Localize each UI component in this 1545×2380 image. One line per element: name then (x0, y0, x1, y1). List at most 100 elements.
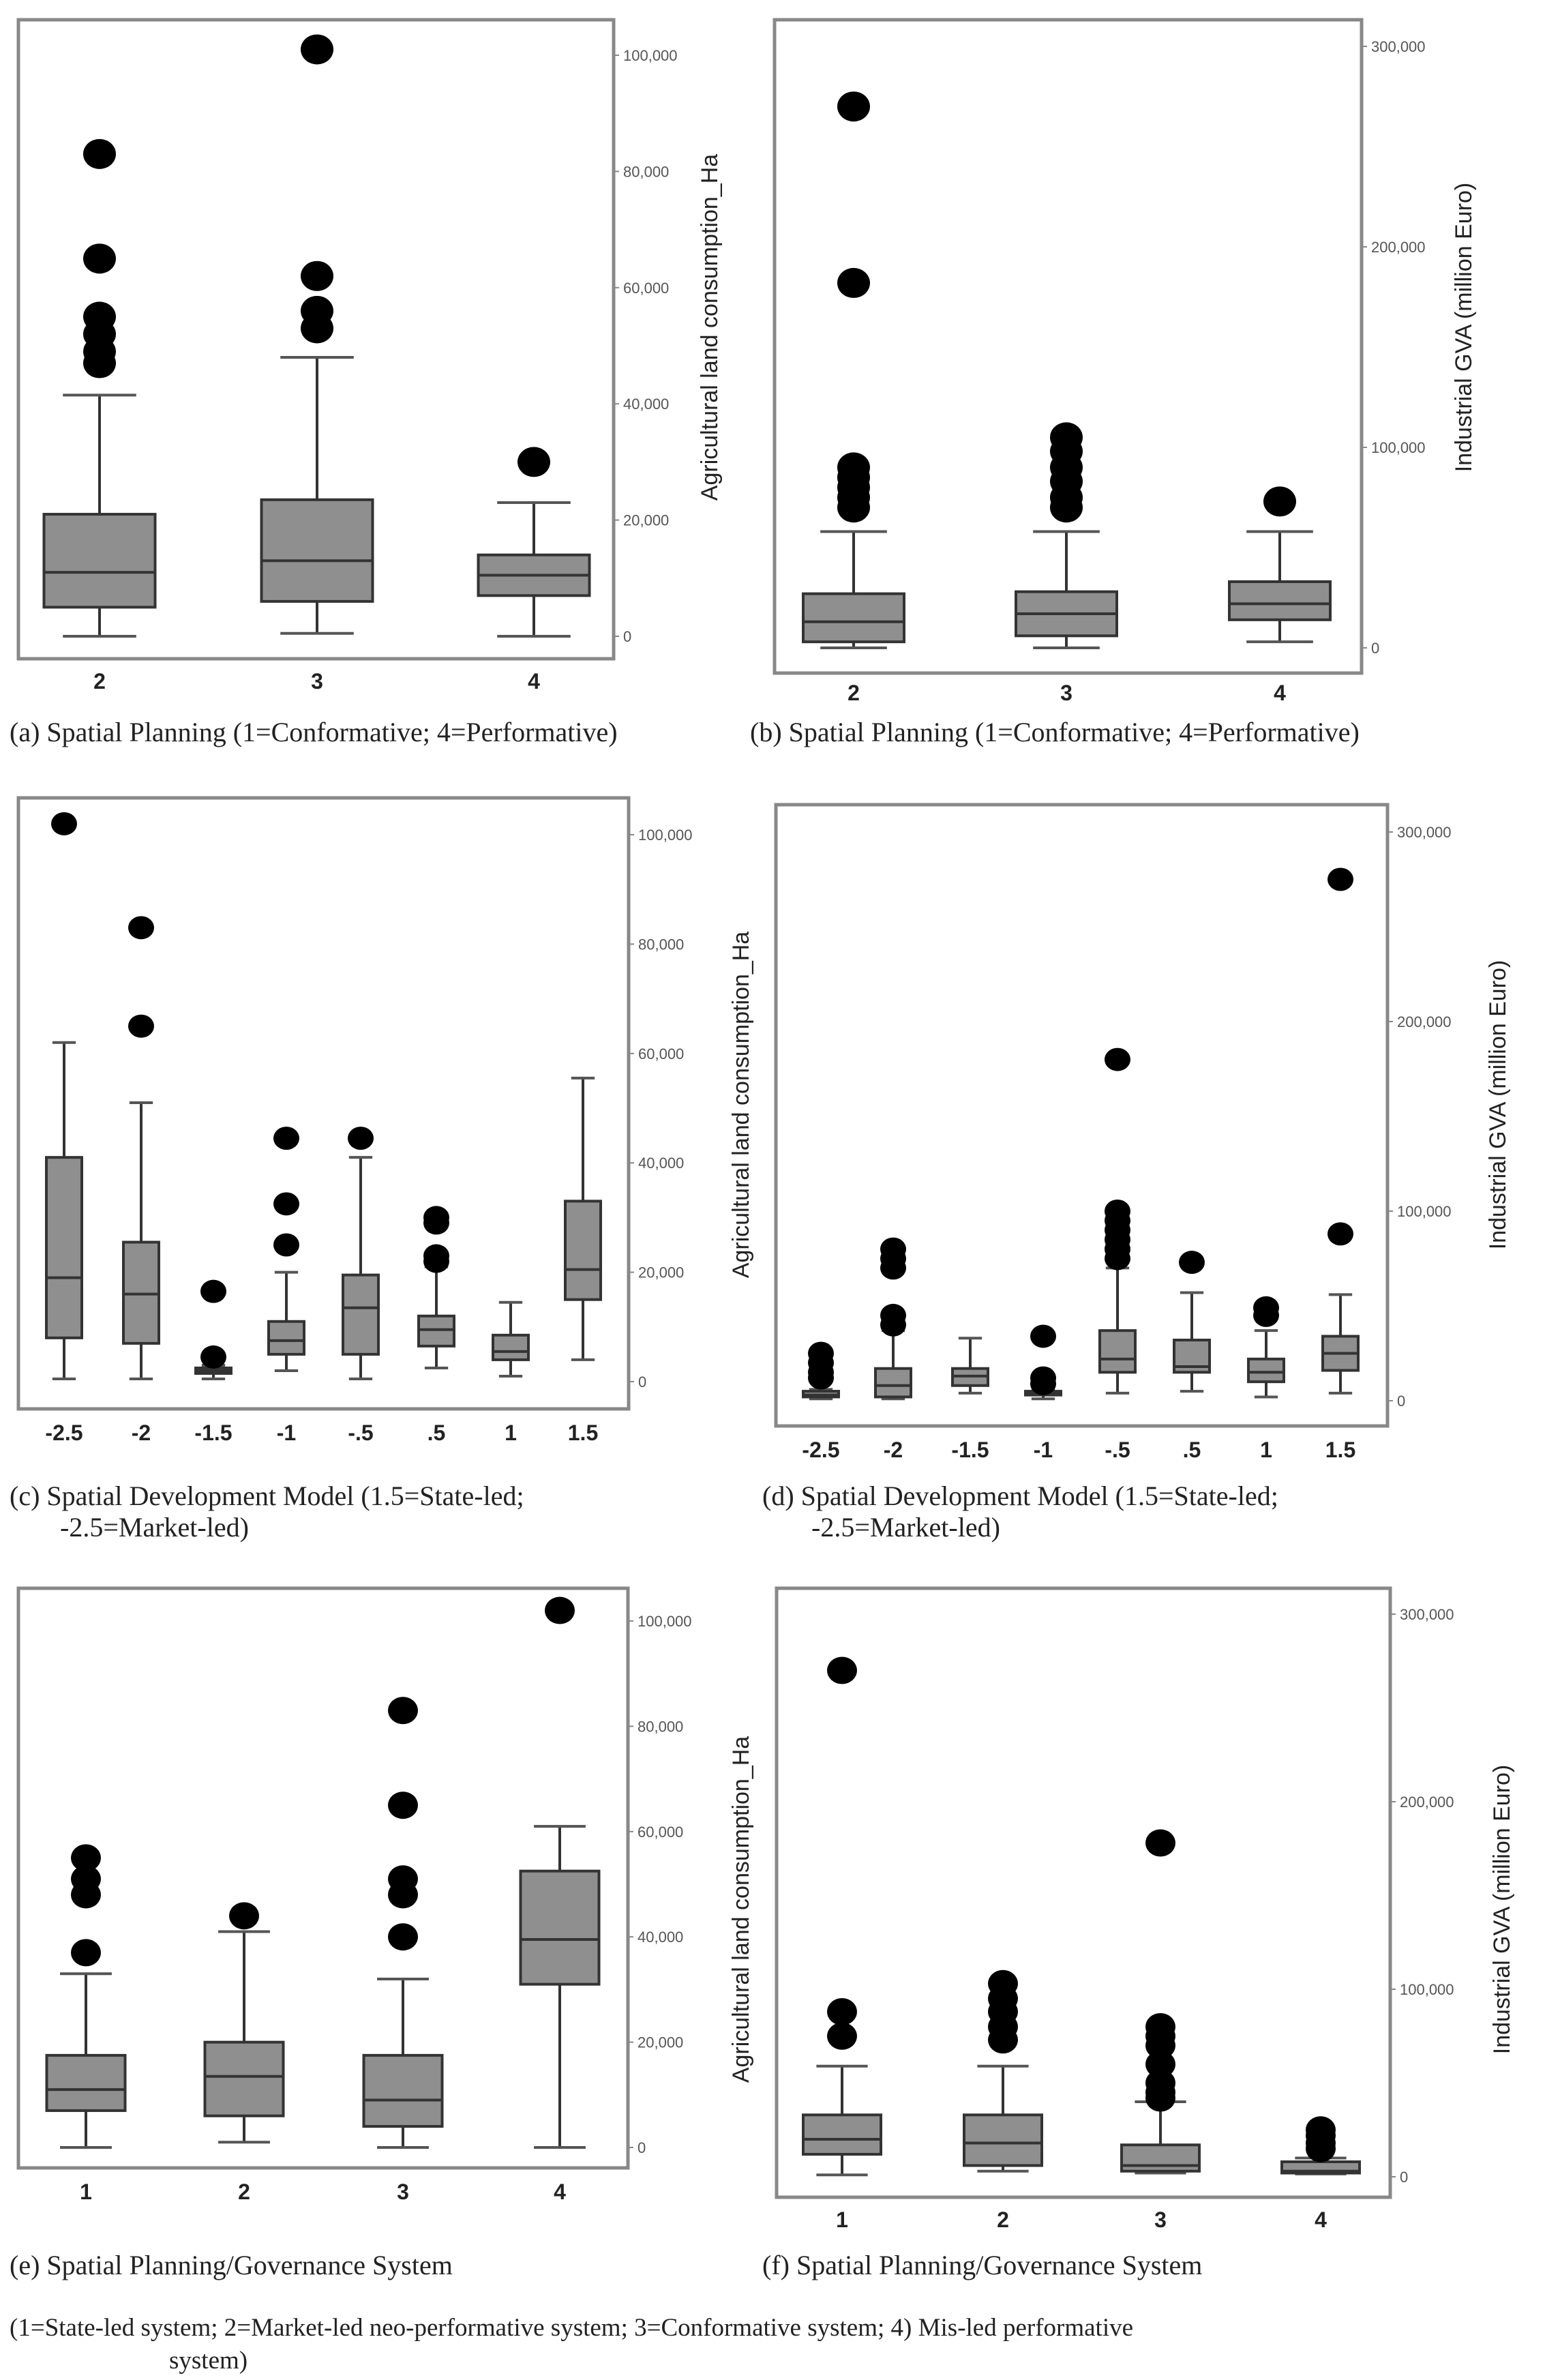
outlier-point (880, 1256, 906, 1280)
outlier-point (1328, 867, 1353, 891)
plot-frame (774, 803, 1390, 1428)
plot-frame (16, 796, 631, 1411)
y-tick-label: 80,000 (638, 1718, 683, 1735)
iqr-box (802, 2113, 882, 2156)
y-tick-label: 100,000 (1397, 1203, 1452, 1220)
outlier-point (71, 1939, 101, 1967)
outlier-point (545, 1596, 575, 1624)
box-4 (1280, 2116, 1361, 2175)
outlier-point (423, 1249, 449, 1273)
y-tick-label: 100,000 (1400, 1981, 1454, 1998)
box-4 (1228, 486, 1332, 644)
iqr-box (45, 2053, 127, 2112)
outlier-point (200, 1345, 226, 1369)
outlier-point (301, 313, 333, 344)
plot-frame (16, 1586, 630, 2170)
iqr-box (362, 2053, 444, 2128)
x-category-label: 4 (1315, 2207, 1327, 2232)
outlier-point (83, 243, 116, 274)
y-tick-label: 80,000 (623, 163, 669, 180)
y-tick-label: 0 (1371, 640, 1379, 657)
box-1 (802, 1656, 882, 2177)
box--2.5 (802, 1341, 840, 1401)
iqr-box (1098, 1329, 1137, 1374)
iqr-box (417, 1314, 455, 1348)
y-axis-label: Industrial GVA (million Euro) (1485, 960, 1511, 1250)
outlier-point (1253, 1303, 1279, 1327)
boxplot-panel-d: 0 100,000 200,000 300,000 Industrial GVA (mi… (774, 803, 1511, 1462)
outlier-point (1105, 1047, 1130, 1071)
outlier-point (880, 1313, 906, 1337)
iqr-box (45, 1156, 83, 1339)
outlier-point (83, 348, 116, 378)
y-axis-label: Agricultural land consumption_Ha (728, 932, 754, 1278)
outlier-point (1263, 486, 1296, 517)
outlier-point (128, 1014, 154, 1038)
outlier-point (388, 1881, 418, 1909)
x-category-label: .5 (1183, 1438, 1201, 1462)
box--2 (874, 1237, 912, 1401)
caption-a: (a) Spatial Planning (1=Conformative; 4=… (10, 717, 618, 747)
box-1 (1247, 1296, 1285, 1399)
boxplot-panel-c: 0 20,000 40,000 60,000 80,000 100,000 Agricult… (16, 796, 754, 1445)
y-axis-label: Agricultural land consumption_Ha (728, 1736, 754, 2083)
iqr-box (492, 1333, 530, 1361)
box-.5 (417, 1206, 455, 1369)
box-2 (802, 91, 905, 649)
x-category-label: 2 (238, 2180, 250, 2204)
outlier-point (229, 1902, 259, 1930)
x-category-label: 1 (505, 1420, 517, 1445)
outlier-point (1328, 1222, 1353, 1246)
box--1.5 (194, 1279, 232, 1380)
boxplot-panel-f: 0 100,000 200,000 300,000 Industrial GVA (mi… (775, 1586, 1515, 2232)
iqr-box (564, 1200, 602, 1301)
y-axis-label: Agricultural land consumption_Ha (697, 154, 723, 501)
outlier-point (273, 1127, 299, 1150)
box-2 (963, 1969, 1043, 2173)
boxplot-panel-e: 0 20,000 40,000 60,000 80,000 100,000 Agricult… (16, 1586, 754, 2204)
outlier-point (301, 261, 333, 291)
y-tick-label: 20,000 (638, 1264, 684, 1281)
iqr-box (342, 1273, 380, 1356)
outlier-point (273, 1233, 299, 1257)
y-tick-label: 300,000 (1397, 824, 1452, 841)
box-4 (519, 1596, 601, 2149)
x-category-label: -.5 (1105, 1438, 1130, 1462)
outlier-point (423, 1211, 449, 1235)
x-category-label: 3 (1154, 2207, 1167, 2232)
outlier-point (388, 1791, 418, 1819)
iqr-box (122, 1240, 160, 1345)
x-category-label: 4 (528, 669, 540, 694)
x-category-label: -1.5 (194, 1420, 232, 1445)
y-axis-label: Industrial GVA (million Euro) (1451, 183, 1477, 473)
x-category-label: .5 (427, 1420, 446, 1445)
y-axis-label: Industrial GVA (million Euro) (1489, 1765, 1515, 2055)
caption-b: (b) Spatial Planning (1=Conformative; 4=… (750, 717, 1360, 747)
caption-c-line2: -2.5=Market-led) (60, 1512, 249, 1543)
plot-frame (775, 1586, 1392, 2199)
x-category-label: 4 (1274, 681, 1286, 705)
plot-frame (16, 18, 616, 661)
box--1 (1024, 1324, 1062, 1401)
y-tick-label: 60,000 (638, 1824, 683, 1841)
caption-c: (c) Spatial Development Model (1.5=State… (10, 1481, 524, 1511)
y-tick-label: 200,000 (1400, 1794, 1454, 1811)
outlier-point (83, 138, 116, 169)
y-tick-label: 40,000 (623, 396, 669, 413)
y-tick-label: 40,000 (638, 1155, 684, 1172)
outlier-point (1050, 492, 1083, 523)
y-tick-label: 0 (638, 2139, 646, 2156)
x-category-label: -1.5 (951, 1438, 989, 1462)
iqr-box (963, 2113, 1043, 2167)
outlier-point (348, 1127, 374, 1150)
outlier-point (388, 1697, 418, 1725)
box-4 (477, 447, 591, 638)
iqr-box (519, 1869, 601, 1986)
iqr-box (874, 1367, 912, 1399)
outlier-point (837, 91, 870, 122)
y-tick-label: 20,000 (638, 2034, 683, 2051)
box--.5 (1098, 1047, 1137, 1395)
outlier-point (1105, 1247, 1130, 1270)
box--1 (267, 1127, 305, 1372)
